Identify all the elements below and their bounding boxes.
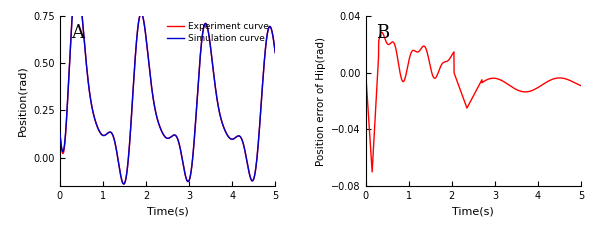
X-axis label: Time(s): Time(s)	[147, 207, 189, 217]
Text: A: A	[71, 24, 84, 42]
Experiment curve	[268, 27, 275, 30]
X-axis label: Time(s): Time(s)	[452, 207, 494, 217]
Simulation curve	[56, 132, 63, 135]
Line: Simulation curve: Simulation curve	[60, 0, 276, 184]
Simulation curve	[149, 88, 156, 91]
Experiment curve	[272, 52, 279, 54]
Experiment curve	[139, 15, 146, 17]
Simulation curve	[139, 15, 146, 17]
Experiment curve	[93, 125, 101, 128]
Line: Experiment curve: Experiment curve	[60, 0, 276, 184]
Legend: Experiment curve, Simulation curve: Experiment curve, Simulation curve	[165, 20, 271, 45]
Y-axis label: Position error of Hip(rad): Position error of Hip(rad)	[316, 37, 326, 165]
Experiment curve	[149, 88, 156, 91]
Simulation curve	[81, 42, 88, 45]
Experiment curve	[81, 43, 88, 45]
Simulation curve	[272, 52, 279, 54]
Experiment curve	[244, 165, 252, 168]
Text: B: B	[376, 24, 390, 42]
Y-axis label: Position(rad): Position(rad)	[18, 66, 28, 136]
Simulation curve	[244, 165, 252, 168]
Simulation curve	[93, 125, 101, 128]
Simulation curve	[120, 183, 128, 185]
Experiment curve	[56, 132, 63, 135]
Experiment curve	[120, 183, 128, 185]
Simulation curve	[268, 27, 275, 30]
